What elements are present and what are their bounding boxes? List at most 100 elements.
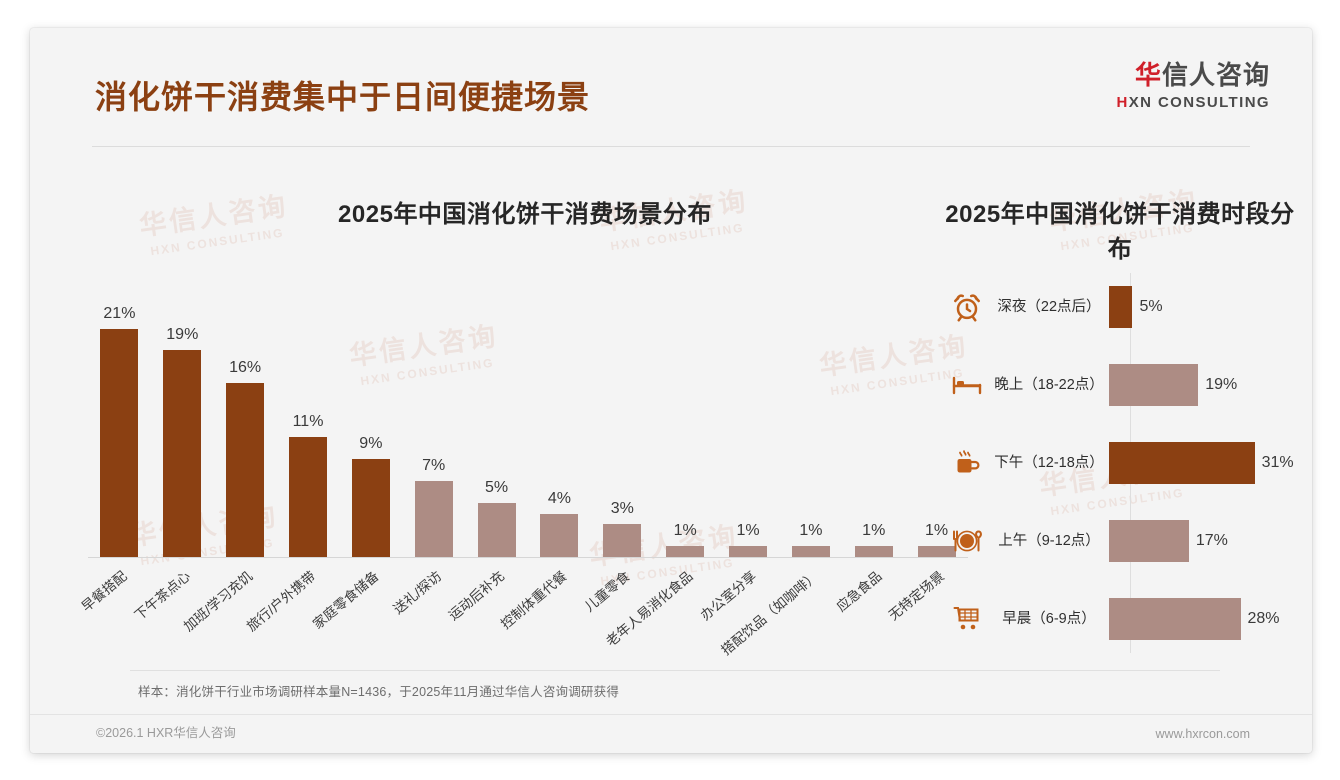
logo-chinese: 华信人咨询: [1117, 62, 1271, 88]
bar: [1109, 520, 1189, 562]
slide-card: 消化饼干消费集中于日间便捷场景 华信人咨询 HXN CONSULTING 华信人…: [30, 28, 1312, 753]
time-slot-row: 早晨（6-9点） 28%: [945, 585, 1295, 653]
horizontal-bar-rows: 深夜（22点后） 5% 晚上（18-22点） 19% 下午（12-18点） 31% 上午（9…: [945, 273, 1295, 653]
bar: [289, 437, 327, 557]
bar-value-label: 5%: [1139, 298, 1163, 315]
bar: [1109, 598, 1241, 640]
bar-column: 1%: [717, 307, 780, 557]
bar-column: 16%: [214, 307, 277, 557]
time-slot-distribution-chart: 2025年中国消化饼干消费时段分布 深夜（22点后） 5% 晚上（18-22点） 19…: [945, 168, 1295, 678]
bar-value-label: 1%: [925, 522, 949, 540]
header-divider: [92, 146, 1250, 147]
bar-column: 9%: [339, 307, 402, 557]
bar-zone: 17%: [1109, 520, 1295, 562]
bar-column: 21%: [88, 304, 151, 557]
bar-zone: 31%: [1109, 442, 1295, 484]
bar: [603, 524, 642, 557]
category-label: 早餐搭配: [79, 568, 131, 615]
bar-column: 4%: [528, 307, 591, 557]
logo-cn-gray: 信人咨询: [1161, 60, 1270, 90]
bar-column: 3%: [591, 307, 654, 557]
bar-value-label: 28%: [1247, 610, 1280, 627]
shopping-cart-icon: [945, 605, 989, 633]
time-slot-row: 深夜（22点后） 5%: [945, 273, 1295, 341]
footer-divider: [30, 714, 1312, 715]
vertical-bar-category-labels: 早餐搭配 下午茶点心 加班/学习充饥 旅行/户外携带 家庭零食储备 送礼/探访 运动后补充控…: [79, 560, 968, 678]
coffee-mug-icon: [945, 448, 989, 478]
bar: [1109, 364, 1199, 406]
bar: [854, 546, 893, 557]
bar-value-label: 16%: [229, 359, 262, 377]
bar: [1109, 442, 1255, 484]
slide-header: 消化饼干消费集中于日间便捷场景 华信人咨询 HXN CONSULTING: [30, 28, 1312, 118]
bar-column: 7%: [402, 307, 465, 557]
bed-icon: [945, 372, 989, 398]
logo-cn-red: 华: [1134, 60, 1162, 90]
bar-value-label: 11%: [292, 413, 324, 431]
bar-value-label: 1%: [862, 522, 886, 540]
x-axis-line: [88, 557, 968, 558]
category-label-cell: 家庭零食储备: [310, 560, 402, 678]
bar-zone: 19%: [1109, 364, 1295, 406]
bar-value-label: 17%: [1195, 532, 1228, 549]
scenario-distribution-chart: 2025年中国消化饼干消费场景分布 21% 19% 16% 11% 9% 7% 5% 4% 3%…: [70, 168, 968, 678]
note-divider: [130, 670, 1220, 671]
bar: [1109, 286, 1133, 328]
bar: [351, 459, 390, 557]
chart-title-left: 2025年中国消化饼干消费场景分布: [338, 201, 712, 228]
bar-column: 11%: [277, 307, 340, 557]
time-slot-label: 早晨（6-9点）: [1002, 610, 1096, 627]
bar-column: 1%: [654, 307, 717, 557]
bar-value-label: 7%: [422, 456, 446, 474]
bar-value-label: 19%: [166, 326, 199, 344]
bar: [917, 546, 956, 557]
website-text: www.hxrcon.com: [1155, 727, 1250, 741]
logo-en-red: H: [1116, 94, 1129, 111]
alarm-clock-icon: [945, 292, 989, 322]
page-title: 消化饼干消费集中于日间便捷场景: [95, 79, 591, 115]
time-slot-label: 深夜（22点后）: [997, 298, 1101, 315]
bar-column: 1%: [905, 307, 968, 557]
bar: [729, 546, 768, 557]
bar-value-label: 3%: [610, 500, 634, 518]
bar: [414, 480, 453, 557]
category-label-cell: 控制体重代餐: [498, 560, 591, 678]
bar-value-label: 1%: [736, 522, 760, 540]
bar: [226, 383, 265, 557]
bar: [100, 328, 139, 557]
plate-cutlery-icon: [945, 528, 989, 554]
bar: [540, 513, 579, 557]
logo-en-gray: XN CONSULTING: [1128, 94, 1270, 111]
category-label-cell: 搭配饮品（如咖啡）: [719, 560, 842, 678]
vertical-bars: 21% 19% 16% 11% 9% 7% 5% 4% 3% 1% 1% 1% 1% 1%: [88, 304, 968, 557]
bar: [666, 546, 705, 557]
bar-value-label: 21%: [103, 304, 136, 322]
bar-value-label: 1%: [673, 522, 697, 540]
time-slot-label: 上午（9-12点）: [998, 532, 1100, 549]
time-slot-row: 晚上（18-22点） 19%: [945, 351, 1295, 419]
bar-zone: 28%: [1109, 598, 1295, 640]
bar-value-label: 19%: [1205, 376, 1238, 393]
time-slot-label: 下午（12-18点）: [994, 454, 1104, 471]
bar-zone: 5%: [1109, 286, 1295, 328]
company-logo: 华信人咨询 HXN CONSULTING: [1117, 62, 1271, 110]
time-slot-label: 晚上（18-22点）: [994, 376, 1104, 393]
bar: [791, 546, 830, 557]
bar-column: 19%: [151, 307, 214, 557]
bar-value-label: 4%: [547, 489, 571, 507]
bar-column: 1%: [779, 307, 842, 557]
time-slot-row: 下午（12-18点） 31%: [945, 429, 1295, 497]
time-slot-row: 上午（9-12点） 17%: [945, 507, 1295, 575]
bar-column: 1%: [842, 307, 905, 557]
bar-column: 5%: [465, 307, 528, 557]
bar: [477, 502, 516, 557]
bar-value-label: 9%: [359, 435, 383, 453]
sample-note: 样本：消化饼干行业市场调研样本量N=1436，于2025年11月通过华信人咨询调…: [138, 685, 620, 699]
bar-value-label: 31%: [1261, 454, 1294, 471]
copyright-text: ©2026.1 HXR华信人咨询: [96, 726, 236, 740]
bar: [163, 350, 202, 557]
logo-english: HXN CONSULTING: [1117, 95, 1271, 110]
chart-title-right: 2025年中国消化饼干消费时段分布: [945, 201, 1295, 263]
bar-value-label: 5%: [485, 478, 509, 496]
bar-value-label: 1%: [799, 522, 823, 540]
